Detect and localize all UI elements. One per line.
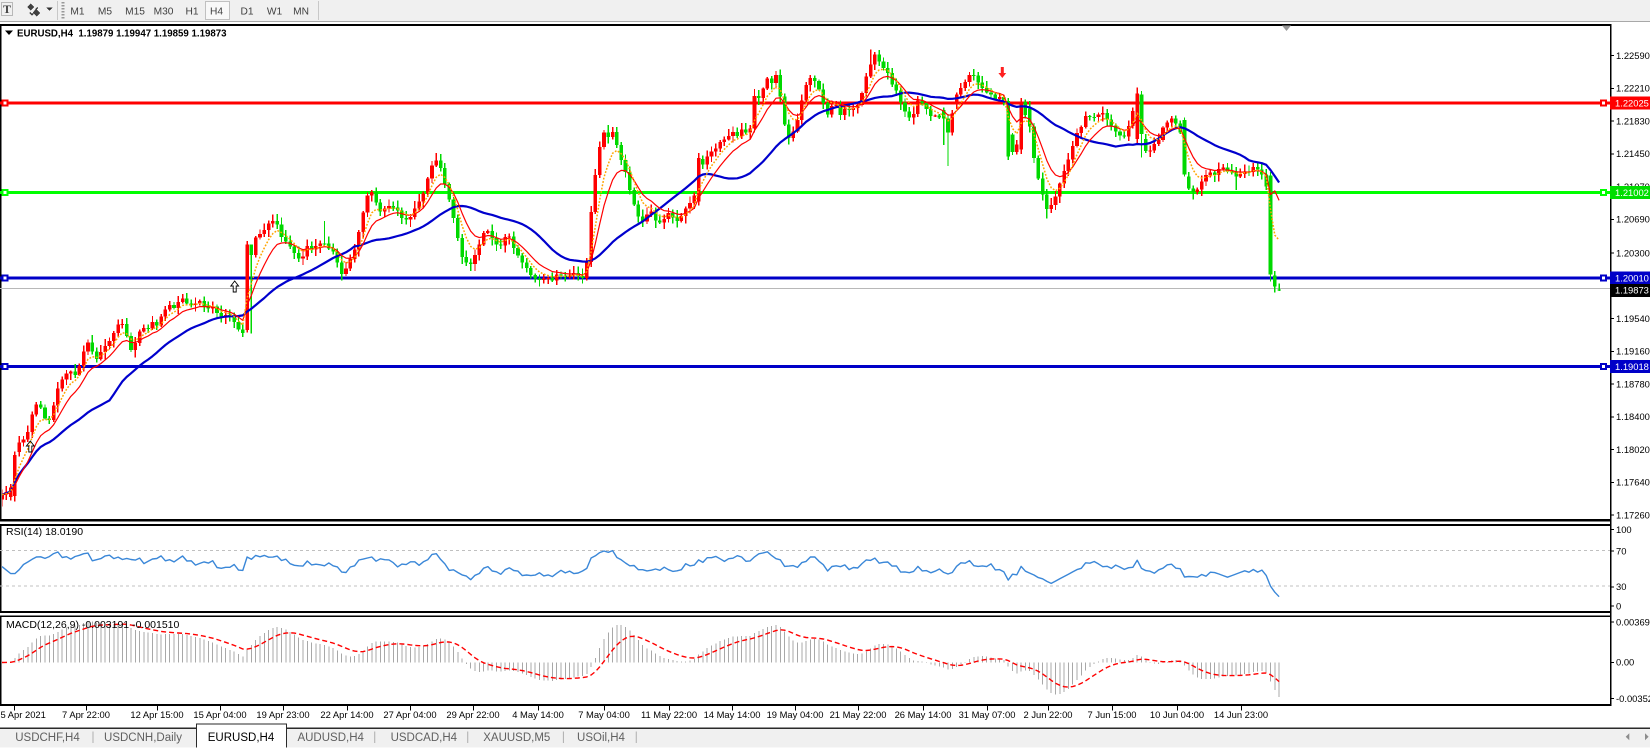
svg-text:H4: H4 bbox=[210, 7, 223, 18]
svg-text:1.22025: 1.22025 bbox=[1615, 97, 1649, 108]
svg-text:22 Apr 14:00: 22 Apr 14:00 bbox=[320, 709, 373, 720]
svg-text:7 Jun 15:00: 7 Jun 15:00 bbox=[1088, 709, 1137, 720]
svg-text:1.19160: 1.19160 bbox=[1616, 346, 1650, 357]
svg-text:1.18780: 1.18780 bbox=[1616, 378, 1650, 389]
svg-text:31 May 07:00: 31 May 07:00 bbox=[959, 709, 1016, 720]
svg-text:0: 0 bbox=[1616, 601, 1621, 612]
svg-text:12 Apr 15:00: 12 Apr 15:00 bbox=[130, 709, 183, 720]
svg-text:29 Apr 22:00: 29 Apr 22:00 bbox=[446, 709, 499, 720]
svg-text:1.19540: 1.19540 bbox=[1616, 313, 1650, 324]
svg-text:11 May 22:00: 11 May 22:00 bbox=[641, 709, 697, 720]
svg-text:19 Apr 23:00: 19 Apr 23:00 bbox=[256, 709, 309, 720]
svg-text:AUDUSD,H4: AUDUSD,H4 bbox=[297, 732, 364, 744]
svg-text:|: | bbox=[562, 732, 565, 744]
svg-text:USDCHF,H4: USDCHF,H4 bbox=[15, 732, 80, 744]
svg-text:T: T bbox=[3, 2, 11, 16]
svg-text:21 May 22:00: 21 May 22:00 bbox=[830, 709, 887, 720]
svg-text:XAUUSD,M5: XAUUSD,M5 bbox=[483, 732, 550, 744]
svg-text:1.20690: 1.20690 bbox=[1616, 214, 1650, 225]
svg-text:D1: D1 bbox=[240, 7, 253, 18]
svg-text:W1: W1 bbox=[267, 7, 283, 18]
svg-text:|: | bbox=[635, 732, 638, 744]
svg-text:H1: H1 bbox=[185, 7, 198, 18]
svg-text:2 Jun 22:00: 2 Jun 22:00 bbox=[1024, 709, 1073, 720]
svg-text:1.22590: 1.22590 bbox=[1616, 50, 1650, 61]
svg-text:1.21002: 1.21002 bbox=[1615, 187, 1649, 198]
svg-text:19 May 04:00: 19 May 04:00 bbox=[767, 709, 824, 720]
svg-text:USDCAD,H4: USDCAD,H4 bbox=[391, 732, 458, 744]
svg-text:0.00: 0.00 bbox=[1616, 657, 1634, 668]
svg-text:EURUSD,H4 1.19879 1.19947 1.1: EURUSD,H4 1.19879 1.19947 1.19859 1.1987… bbox=[17, 29, 227, 40]
svg-text:1.18400: 1.18400 bbox=[1616, 411, 1650, 422]
svg-text:1.20010: 1.20010 bbox=[1615, 272, 1649, 283]
svg-text:1.18020: 1.18020 bbox=[1616, 444, 1650, 455]
svg-text:1.22210: 1.22210 bbox=[1616, 83, 1650, 94]
svg-text:7 Apr 22:00: 7 Apr 22:00 bbox=[62, 709, 110, 720]
svg-text:26 May 14:00: 26 May 14:00 bbox=[895, 709, 952, 720]
svg-text:M15: M15 bbox=[125, 7, 145, 18]
svg-text:30: 30 bbox=[1616, 581, 1626, 592]
svg-text:RSI(14) 18.0190: RSI(14) 18.0190 bbox=[6, 526, 83, 538]
svg-text:4 May 14:00: 4 May 14:00 bbox=[512, 709, 564, 720]
svg-text:5 Apr 2021: 5 Apr 2021 bbox=[1, 709, 46, 720]
svg-text:7 May 04:00: 7 May 04:00 bbox=[578, 709, 630, 720]
svg-text:USDCNH,Daily: USDCNH,Daily bbox=[104, 732, 182, 744]
svg-text:EURUSD,H4: EURUSD,H4 bbox=[208, 732, 275, 744]
svg-text:70: 70 bbox=[1616, 545, 1626, 556]
svg-text:M5: M5 bbox=[98, 7, 112, 18]
svg-text:1.17640: 1.17640 bbox=[1616, 477, 1650, 488]
svg-text:27 Apr 04:00: 27 Apr 04:00 bbox=[383, 709, 436, 720]
svg-text:|: | bbox=[466, 732, 469, 744]
svg-text:MACD(12,26,9) -0.003191 -0.001: MACD(12,26,9) -0.003191 -0.001510 bbox=[6, 619, 180, 631]
svg-text:10 Jun 04:00: 10 Jun 04:00 bbox=[1150, 709, 1204, 720]
svg-text:USOil,H4: USOil,H4 bbox=[577, 732, 626, 744]
svg-text:15 Apr 04:00: 15 Apr 04:00 bbox=[193, 709, 246, 720]
svg-text:100: 100 bbox=[1616, 524, 1632, 535]
svg-text:14 May 14:00: 14 May 14:00 bbox=[704, 709, 761, 720]
svg-text:|: | bbox=[373, 732, 376, 744]
svg-text:1.21830: 1.21830 bbox=[1616, 115, 1650, 126]
svg-text:0.003698: 0.003698 bbox=[1616, 616, 1650, 627]
svg-text:14 Jun 23:00: 14 Jun 23:00 bbox=[1214, 709, 1268, 720]
svg-text:-0.00352: -0.00352 bbox=[1616, 693, 1650, 704]
svg-text:M30: M30 bbox=[154, 7, 174, 18]
svg-text:1.21450: 1.21450 bbox=[1616, 148, 1650, 159]
svg-text:1.19873: 1.19873 bbox=[1615, 285, 1649, 296]
svg-text:1.17260: 1.17260 bbox=[1616, 510, 1650, 521]
svg-text:MN: MN bbox=[293, 7, 309, 18]
svg-text:|: | bbox=[92, 732, 95, 744]
svg-text:M1: M1 bbox=[70, 7, 84, 18]
svg-text:1.20300: 1.20300 bbox=[1616, 247, 1650, 258]
svg-text:1.19018: 1.19018 bbox=[1615, 361, 1649, 372]
